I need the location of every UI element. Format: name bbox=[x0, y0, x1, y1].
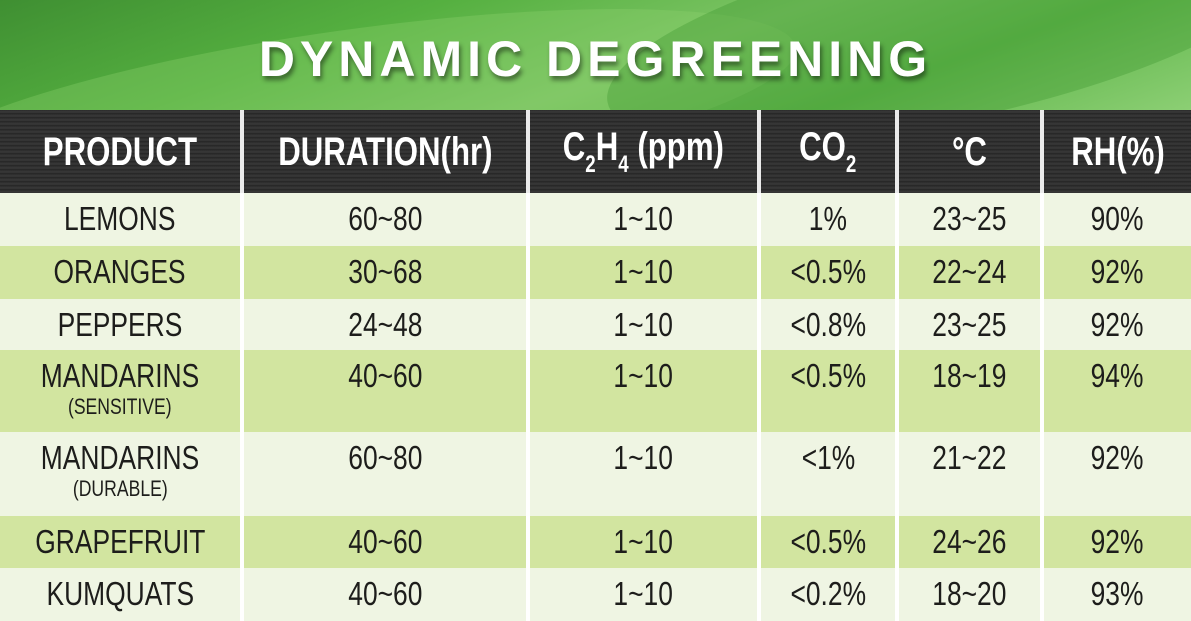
cell-duration: 40~60 bbox=[240, 568, 526, 621]
cell-duration: 30~68 bbox=[240, 246, 526, 299]
cell-co2: <0.2% bbox=[757, 568, 895, 621]
cell-co2: <0.8% bbox=[757, 299, 895, 350]
cell-duration: 60~80 bbox=[240, 193, 526, 246]
cell-c2h4: 1~10 bbox=[526, 193, 757, 246]
header-duration: DURATION(hr) bbox=[240, 110, 526, 193]
cell-duration: 60~80 bbox=[240, 432, 526, 516]
cell-duration: 24~48 bbox=[240, 299, 526, 350]
page-title: DYNAMIC DEGREENING bbox=[258, 31, 933, 87]
cell-rh: 92% bbox=[1040, 299, 1191, 350]
cell-product: MANDARINS (SENSITIVE) bbox=[0, 350, 240, 432]
header-rh: RH(%) bbox=[1040, 110, 1191, 193]
product-note: (SENSITIVE) bbox=[68, 394, 172, 419]
cell-temp: 18~19 bbox=[895, 350, 1040, 432]
cell-rh: 90% bbox=[1040, 193, 1191, 246]
cell-rh: 94% bbox=[1040, 350, 1191, 432]
degreening-table: PRODUCT DURATION(hr) C2H4 (ppm) CO2 °C R… bbox=[0, 110, 1191, 621]
cell-rh: 92% bbox=[1040, 432, 1191, 516]
cell-rh: 92% bbox=[1040, 516, 1191, 568]
cell-co2: <0.5% bbox=[757, 246, 895, 299]
cell-c2h4: 1~10 bbox=[526, 246, 757, 299]
product-note: (DURABLE) bbox=[72, 476, 168, 501]
cell-rh: 93% bbox=[1040, 568, 1191, 621]
cell-product: KUMQUATS bbox=[0, 568, 240, 621]
cell-co2: 1% bbox=[757, 193, 895, 246]
cell-temp: 21~22 bbox=[895, 432, 1040, 516]
cell-product: PEPPERS bbox=[0, 299, 240, 350]
cell-product: MANDARINS (DURABLE) bbox=[0, 432, 240, 516]
cell-duration: 40~60 bbox=[240, 350, 526, 432]
cell-temp: 24~26 bbox=[895, 516, 1040, 568]
cell-co2: <0.5% bbox=[757, 350, 895, 432]
cell-c2h4: 1~10 bbox=[526, 432, 757, 516]
header-c2h4: C2H4 (ppm) bbox=[526, 110, 757, 193]
cell-c2h4: 1~10 bbox=[526, 350, 757, 432]
cell-rh: 92% bbox=[1040, 246, 1191, 299]
cell-temp: 22~24 bbox=[895, 246, 1040, 299]
title-banner: DYNAMIC DEGREENING bbox=[0, 0, 1191, 110]
cell-c2h4: 1~10 bbox=[526, 299, 757, 350]
cell-product: GRAPEFRUIT bbox=[0, 516, 240, 568]
cell-duration: 40~60 bbox=[240, 516, 526, 568]
cell-co2: <1% bbox=[757, 432, 895, 516]
header-temperature: °C bbox=[895, 110, 1040, 193]
header-co2: CO2 bbox=[757, 110, 895, 193]
cell-co2: <0.5% bbox=[757, 516, 895, 568]
cell-temp: 23~25 bbox=[895, 299, 1040, 350]
cell-c2h4: 1~10 bbox=[526, 516, 757, 568]
cell-c2h4: 1~10 bbox=[526, 568, 757, 621]
header-product: PRODUCT bbox=[0, 110, 240, 193]
cell-product: LEMONS bbox=[0, 193, 240, 246]
cell-temp: 18~20 bbox=[895, 568, 1040, 621]
cell-temp: 23~25 bbox=[895, 193, 1040, 246]
cell-product: ORANGES bbox=[0, 246, 240, 299]
